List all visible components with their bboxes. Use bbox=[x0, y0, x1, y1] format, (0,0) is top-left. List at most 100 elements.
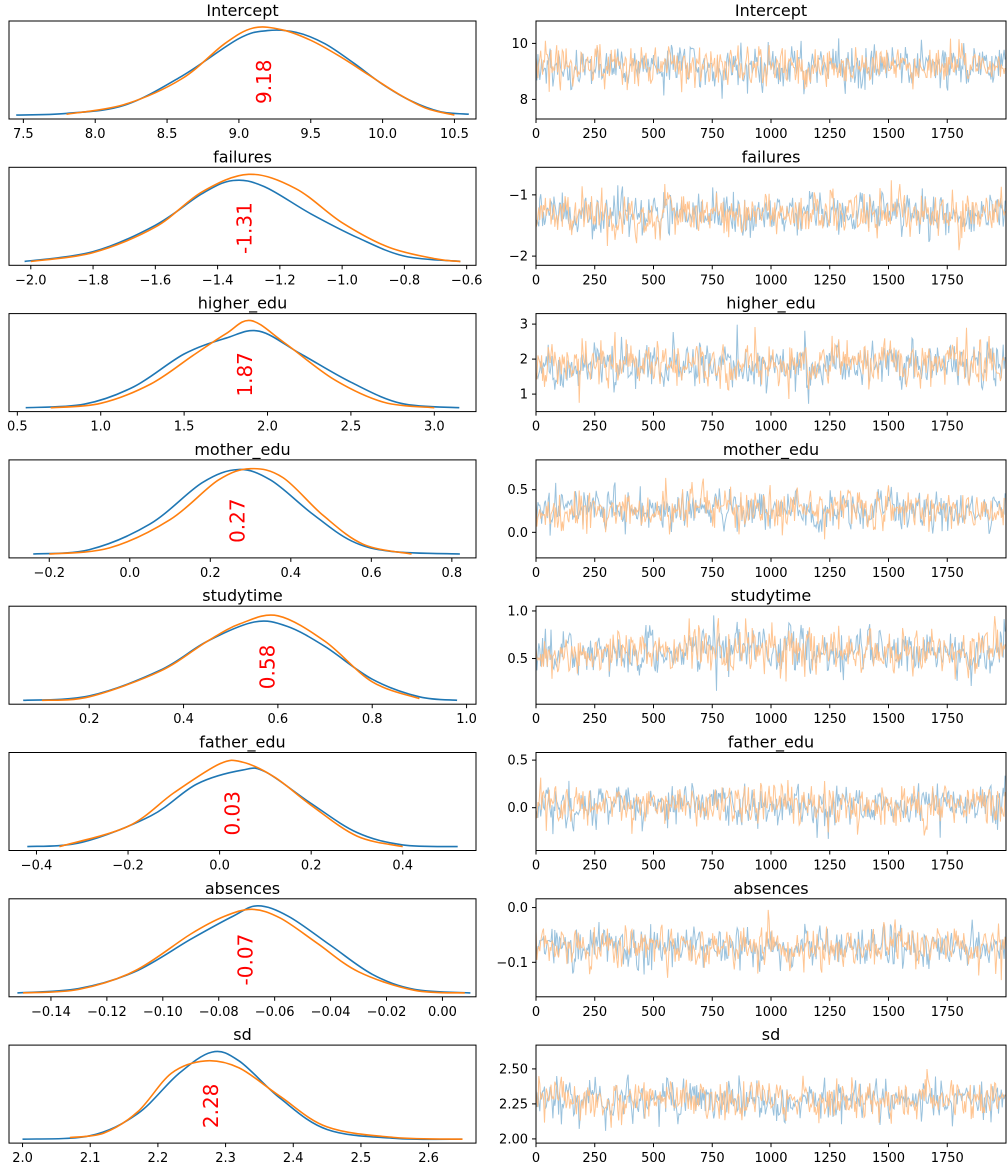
x-tick-label: 500 bbox=[641, 420, 666, 435]
y-tick-label: 0.0 bbox=[507, 901, 528, 916]
trace-plot: studytime 0 250 500 750 1000 1250 1500 1750 0.5 1.… bbox=[507, 586, 1007, 727]
x-tick-label: 1500 bbox=[872, 420, 905, 435]
y-tick-label: 8 bbox=[520, 93, 528, 108]
density-axes-frame bbox=[8, 1044, 477, 1144]
x-tick-label: 8.5 bbox=[157, 127, 178, 142]
x-tick-label: 3.0 bbox=[424, 420, 445, 435]
density-axes-frame bbox=[8, 752, 477, 851]
x-tick-label: 0.4 bbox=[173, 712, 194, 727]
x-tick-label: 1250 bbox=[813, 712, 846, 727]
x-tick-label: 0.0 bbox=[209, 859, 230, 874]
y-tick-label: 0.5 bbox=[507, 754, 528, 769]
trace-title: studytime bbox=[731, 586, 812, 605]
density-title: mother_edu bbox=[194, 440, 290, 460]
density-title: studytime bbox=[202, 586, 283, 605]
density-plot: mother_edu 0.27 −0.2 0.0 0.2 0.4 0.6 0.8 bbox=[8, 440, 477, 581]
density-line-chain-2 bbox=[22, 908, 465, 994]
x-tick-label: 0.2 bbox=[200, 566, 221, 581]
trace-title: absences bbox=[733, 879, 808, 898]
trace-line-chain-1 bbox=[536, 324, 1006, 404]
density-plot: higher_edu 1.87 0.5 1.0 1.5 2.0 2.5 3.0 bbox=[7, 294, 477, 435]
x-tick-label: −0.6 bbox=[451, 273, 483, 288]
trace-line-chain-2 bbox=[536, 777, 1006, 836]
x-tick-label: 500 bbox=[641, 1151, 666, 1166]
trace-line-chain-2 bbox=[536, 180, 1006, 251]
x-tick-label: 0 bbox=[532, 127, 540, 142]
x-tick-label: 1750 bbox=[931, 127, 964, 142]
x-tick-label: −0.14 bbox=[31, 1005, 71, 1020]
density-line-chain-1 bbox=[33, 468, 460, 555]
density-axes-frame bbox=[8, 313, 477, 413]
trace-line-chain-2 bbox=[536, 616, 1006, 682]
trace-axes-frame bbox=[535, 1044, 1007, 1144]
trace-line-chain-2 bbox=[536, 38, 1006, 93]
density-line-chain-2 bbox=[49, 467, 412, 555]
x-tick-label: 750 bbox=[700, 1151, 725, 1166]
density-line-chain-1 bbox=[25, 329, 460, 409]
trace-plot: sd 0 250 500 750 1000 1250 1500 1750 2.00 2.25 2.50 bbox=[499, 1025, 1007, 1166]
x-tick-label: 250 bbox=[582, 420, 607, 435]
x-tick-label: 8.0 bbox=[85, 127, 106, 142]
x-tick-label: 1500 bbox=[872, 1151, 905, 1166]
x-tick-label: 1000 bbox=[754, 712, 787, 727]
x-tick-label: −0.02 bbox=[367, 1005, 407, 1020]
trace-line-chain-1 bbox=[536, 615, 1006, 691]
density-line-chain-2 bbox=[30, 173, 461, 263]
trace-line-chain-2 bbox=[536, 1068, 1006, 1128]
x-tick-label: 1250 bbox=[813, 420, 846, 435]
x-tick-label: −0.2 bbox=[112, 859, 144, 874]
x-tick-label: 1.0 bbox=[456, 712, 477, 727]
density-line-chain-2 bbox=[59, 759, 403, 848]
x-tick-label: −0.10 bbox=[143, 1005, 183, 1020]
density-axes-frame bbox=[8, 898, 477, 998]
density-plot: absences -0.07 −0.14 −0.12 −0.10 −0.08 −0.06 −0… bbox=[8, 879, 477, 1020]
x-tick-label: 0.2 bbox=[301, 859, 322, 874]
trace-line-chain-2 bbox=[536, 477, 1006, 540]
trace-plot: mother_edu 0 250 500 750 1000 1250 1500 1750 0.0 0… bbox=[507, 440, 1007, 581]
y-tick-label: 2.00 bbox=[499, 1132, 528, 1147]
y-tick-label: 2.50 bbox=[499, 1062, 528, 1077]
x-tick-label: 1500 bbox=[872, 273, 905, 288]
x-tick-label: 2.0 bbox=[12, 1151, 33, 1166]
y-tick-label: 0.5 bbox=[507, 652, 528, 667]
x-tick-label: 1750 bbox=[931, 566, 964, 581]
x-tick-label: 1250 bbox=[813, 859, 846, 874]
density-axes-frame bbox=[8, 166, 477, 266]
density-line-chain-1 bbox=[16, 29, 469, 116]
x-tick-label: 1750 bbox=[931, 859, 964, 874]
y-tick-label: −0.1 bbox=[496, 956, 528, 971]
x-tick-label: 10.0 bbox=[368, 127, 397, 142]
x-tick-label: −1.6 bbox=[140, 273, 172, 288]
row-failures: failures -1.31 −2.0 −1.8 −1.6 −1.4 −1.2 −1.0 −0.… bbox=[8, 147, 1007, 288]
x-tick-label: −0.06 bbox=[255, 1005, 295, 1020]
trace-line-chain-1 bbox=[536, 185, 1006, 243]
x-tick-label: 0 bbox=[532, 1005, 540, 1020]
density-plot: sd 2.28 2.0 2.1 2.2 2.3 2.4 2.5 2.6 bbox=[8, 1025, 477, 1166]
trace-line-chain-2 bbox=[536, 909, 1006, 981]
x-tick-label: 750 bbox=[700, 859, 725, 874]
mean-annotation: 0.03 bbox=[220, 791, 244, 836]
y-tick-label: 10 bbox=[511, 37, 528, 52]
x-tick-label: 7.5 bbox=[13, 127, 34, 142]
density-line-chain-2 bbox=[50, 319, 435, 409]
x-tick-label: 250 bbox=[582, 566, 607, 581]
x-tick-label: 0.6 bbox=[361, 566, 382, 581]
mean-annotation: 0.58 bbox=[255, 645, 279, 690]
x-tick-label: 1000 bbox=[754, 566, 787, 581]
density-plot: studytime 0.58 0.2 0.4 0.6 0.8 1.0 bbox=[8, 586, 477, 727]
x-tick-label: −1.4 bbox=[202, 273, 234, 288]
x-tick-label: 1750 bbox=[931, 420, 964, 435]
x-tick-label: 1500 bbox=[872, 1005, 905, 1020]
density-plot: Intercept 9.18 7.5 8.0 8.5 9.0 9.5 10.0 10.5 bbox=[8, 1, 477, 142]
x-tick-label: 1250 bbox=[813, 1151, 846, 1166]
x-tick-label: −2.0 bbox=[15, 273, 47, 288]
x-tick-label: 750 bbox=[700, 712, 725, 727]
trace-plot: failures 0 250 500 750 1000 1250 1500 1750 −2 −1 bbox=[509, 147, 1007, 288]
density-line-chain-2 bbox=[66, 26, 455, 116]
x-tick-label: 500 bbox=[641, 712, 666, 727]
row-absences: absences-0.07−0.14 −0.12 −0.10 −0.08 −0.06 −0… bbox=[8, 879, 1007, 1020]
trace-title: sd bbox=[762, 1025, 781, 1044]
x-tick-label: 750 bbox=[700, 127, 725, 142]
